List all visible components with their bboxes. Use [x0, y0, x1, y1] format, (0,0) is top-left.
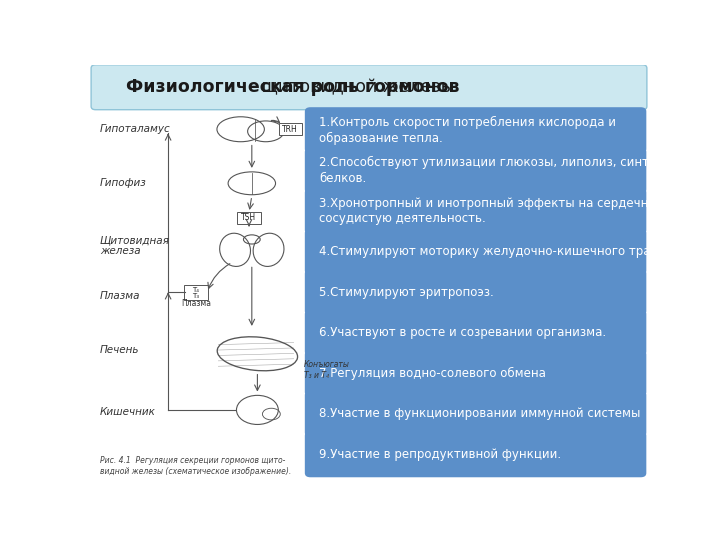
FancyBboxPatch shape: [305, 188, 647, 234]
Text: T₄: T₄: [192, 287, 199, 293]
Text: 1.Контроль скорости потребления кислорода и
образование тепла.: 1.Контроль скорости потребления кислород…: [320, 116, 616, 145]
FancyBboxPatch shape: [305, 391, 647, 437]
Text: Плазма: Плазма: [181, 299, 211, 308]
FancyBboxPatch shape: [305, 148, 647, 194]
Text: Физиологическая роль гормонов: Физиологическая роль гормонов: [126, 78, 460, 96]
Text: Плазма: Плазма: [100, 291, 140, 301]
Text: TRH: TRH: [282, 125, 298, 134]
Text: 2.Способствуют утилизации глюкозы, липолиз, синтез
белков.: 2.Способствуют утилизации глюкозы, липол…: [320, 157, 663, 185]
Text: Гипоталамус: Гипоталамус: [100, 124, 171, 134]
FancyBboxPatch shape: [91, 65, 647, 110]
Text: Гипофиз: Гипофиз: [100, 178, 147, 188]
Text: щитовидной железы: щитовидной железы: [245, 78, 454, 96]
Text: T₃: T₃: [192, 293, 199, 299]
FancyBboxPatch shape: [305, 431, 647, 477]
Text: 9.Участие в репродуктивной функции.: 9.Участие в репродуктивной функции.: [320, 448, 562, 461]
Text: TSH: TSH: [241, 213, 256, 222]
Text: 5.Стимулируют эритропоэз.: 5.Стимулируют эритропоэз.: [320, 286, 494, 299]
Text: 3.Хронотропный и инотропный эффекты на сердечно-
сосудистую деятельность.: 3.Хронотропный и инотропный эффекты на с…: [320, 197, 660, 226]
FancyBboxPatch shape: [305, 269, 647, 315]
FancyBboxPatch shape: [305, 350, 647, 396]
Text: 4.Стимулируют моторику желудочно-кишечного тракта.: 4.Стимулируют моторику желудочно-кишечно…: [320, 245, 676, 258]
Text: 7.Регуляция водно-солевого обмена: 7.Регуляция водно-солевого обмена: [320, 367, 546, 380]
FancyBboxPatch shape: [305, 310, 647, 356]
FancyBboxPatch shape: [279, 124, 302, 135]
FancyBboxPatch shape: [184, 285, 208, 300]
Text: Щитовидная
железа: Щитовидная железа: [100, 235, 170, 256]
Text: Печень: Печень: [100, 345, 140, 355]
FancyBboxPatch shape: [305, 229, 647, 275]
FancyBboxPatch shape: [237, 212, 261, 224]
Text: Кишечник: Кишечник: [100, 407, 156, 417]
FancyBboxPatch shape: [305, 107, 647, 153]
Text: 6.Участвуют в росте и созревании организма.: 6.Участвуют в росте и созревании организ…: [320, 326, 606, 339]
Text: Рис. 4.1  Регуляция секреции гормонов щито-
видной железы (схематическое изображ: Рис. 4.1 Регуляция секреции гормонов щит…: [100, 456, 292, 476]
Text: Конъюгаты
Т₃ и Т₄: Конъюгаты Т₃ и Т₄: [304, 360, 350, 381]
Text: 8.Участие в функционировании иммунной системы: 8.Участие в функционировании иммунной си…: [320, 407, 641, 420]
